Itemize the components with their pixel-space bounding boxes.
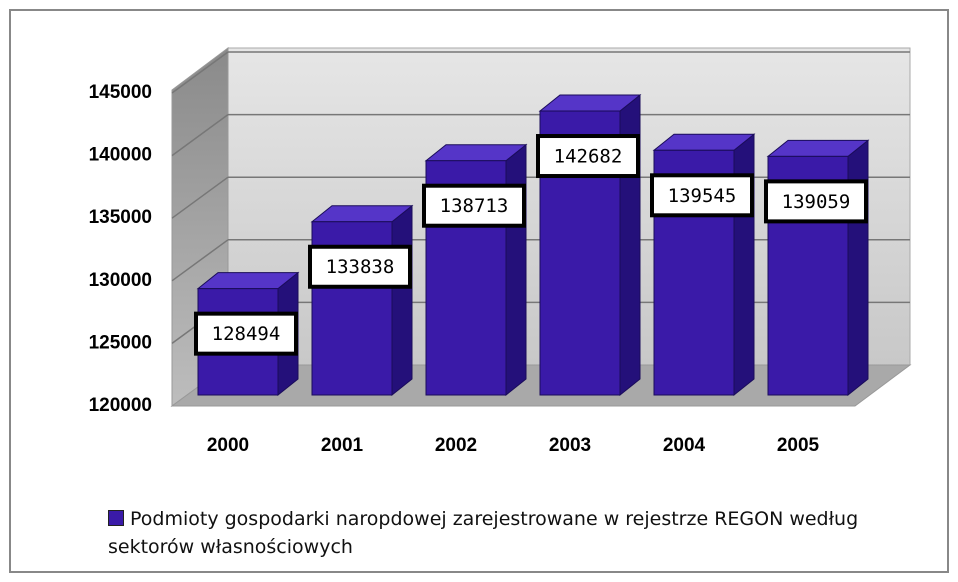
data-label-box [422, 183, 526, 228]
data-label-box [536, 134, 640, 179]
bar-side [505, 143, 527, 397]
bar-side [847, 139, 869, 397]
y-tick-label: 130000 [89, 270, 152, 291]
data-label: 128494 [212, 323, 281, 345]
x-tick-label: 2005 [777, 435, 820, 456]
data-label: 142682 [554, 146, 623, 168]
x-tick-label: 2001 [321, 435, 364, 456]
grid-line [171, 239, 229, 282]
x-tick-label: 2003 [549, 435, 591, 456]
data-label: 139545 [668, 185, 737, 207]
x-tick-label: 2000 [207, 435, 249, 456]
grid-line [171, 113, 229, 157]
bar [766, 139, 870, 397]
grid-line [171, 176, 229, 219]
y-tick-label: 135000 [89, 207, 152, 228]
x-tick-label: 2002 [435, 435, 477, 456]
grid-line [171, 51, 229, 94]
data-label: 133838 [326, 256, 395, 278]
data-label-box [308, 244, 412, 289]
data-label: 139059 [782, 191, 851, 213]
y-tick-label: 125000 [89, 332, 152, 353]
data-label-box [764, 179, 868, 224]
data-label-box [194, 311, 298, 356]
y-tick-label: 120000 [89, 395, 152, 416]
legend: Podmioty gospodarki naropdowej zarejestr… [108, 505, 888, 561]
x-tick-label: 2004 [663, 435, 706, 456]
data-label-box [650, 173, 754, 218]
legend-swatch [108, 510, 124, 526]
bar-side [391, 204, 413, 397]
bar [310, 204, 414, 397]
y-tick-label: 145000 [89, 82, 152, 103]
legend-label: Podmioty gospodarki naropdowej zarejestr… [108, 508, 859, 558]
y-tick-label: 140000 [89, 145, 152, 166]
data-label: 138713 [440, 195, 509, 217]
bar [424, 143, 528, 397]
